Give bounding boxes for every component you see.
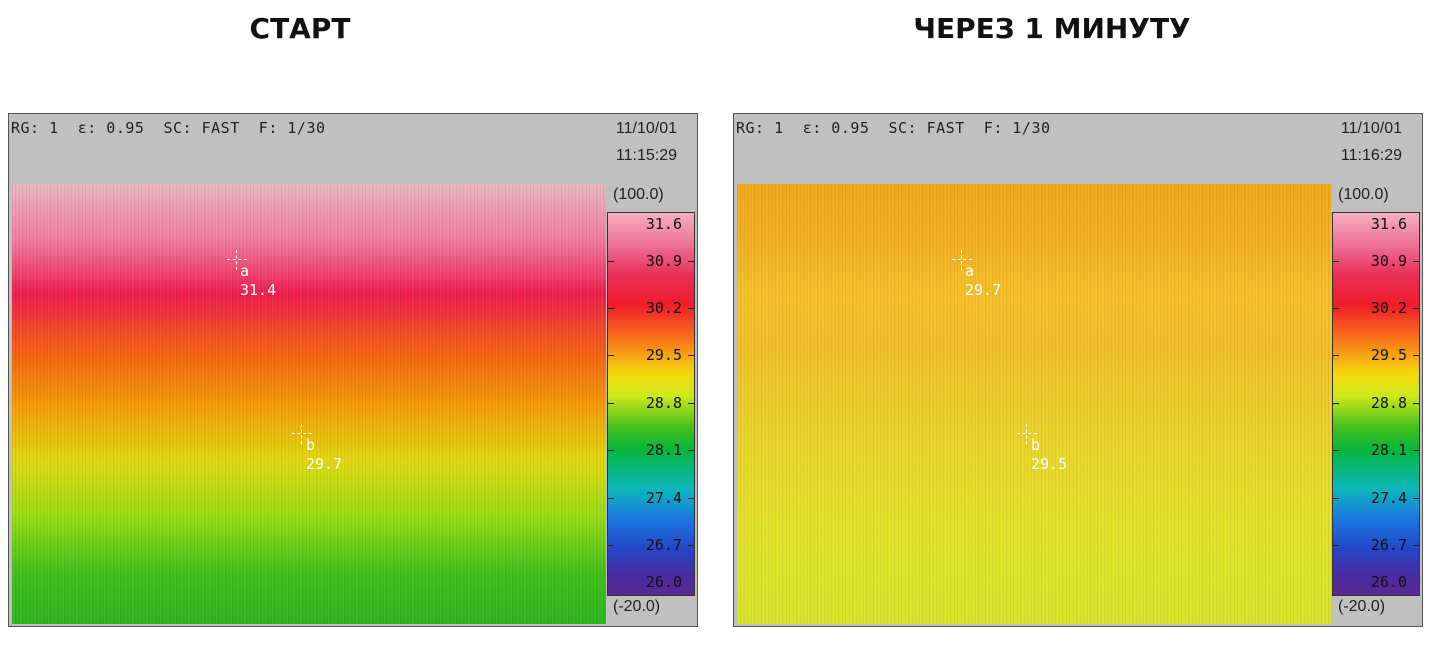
scale-label: 30.9 (1370, 252, 1407, 270)
camera-settings: RG: 1 ε: 0.95 SC: FAST F: 1/30 (736, 119, 1051, 137)
scale-label: 27.4 (1370, 489, 1407, 507)
scale-label: 27.4 (645, 489, 682, 507)
thermal-panel-after-1-minute: RG: 1 ε: 0.95 SC: FAST F: 1/30 11/10/01 … (733, 113, 1423, 627)
marker-a-crosshair (227, 250, 247, 270)
capture-time: 11:15:29 (615, 147, 677, 164)
scale-label: 26.0 (1370, 573, 1407, 591)
range-max: (100.0) (613, 186, 664, 203)
scale-label: 29.5 (1370, 346, 1407, 364)
sensor-stripes (12, 184, 606, 624)
marker-a-label: a (240, 262, 250, 280)
thermal-image: a 31.4 b 29.7 (12, 184, 606, 624)
scale-label: 26.7 (645, 536, 682, 554)
marker-b-label: b (306, 436, 316, 454)
marker-a-value: 31.4 (240, 281, 277, 299)
range-max: (100.0) (1338, 186, 1389, 203)
color-scale-bar: 31.6 30.9 30.2 29.5 28.8 28.1 27.4 26.7 … (1332, 212, 1420, 596)
marker-b-value: 29.5 (1031, 455, 1068, 473)
scale-label: 29.5 (645, 346, 682, 364)
thermal-image: a 29.7 b 29.5 (737, 184, 1331, 624)
marker-a-label: a (965, 262, 975, 280)
camera-settings: RG: 1 ε: 0.95 SC: FAST F: 1/30 (11, 119, 326, 137)
marker-a-value: 29.7 (965, 281, 1002, 299)
sensor-stripes (737, 184, 1331, 624)
caption-after-1-minute: ЧЕРЕЗ 1 МИНУТУ (913, 12, 1191, 45)
temperature-scale: (100.0) 31.6 30.9 30.2 29.5 28.8 28.1 27… (607, 184, 697, 624)
color-scale-bar: 31.6 30.9 30.2 29.5 28.8 28.1 27.4 26.7 … (607, 212, 695, 596)
capture-time: 11:16:29 (1340, 147, 1402, 164)
marker-b-crosshair (1017, 424, 1037, 444)
marker-b-label: b (1031, 436, 1041, 454)
range-min: (-20.0) (1338, 598, 1386, 615)
marker-b-crosshair (292, 424, 312, 444)
marker-b-value: 29.7 (306, 455, 343, 473)
scale-label: 31.6 (1370, 215, 1407, 233)
scale-label: 31.6 (645, 215, 682, 233)
scale-label: 30.2 (645, 299, 682, 317)
range-min: (-20.0) (613, 598, 661, 615)
marker-a-crosshair (952, 250, 972, 270)
capture-date: 11/10/01 (1340, 120, 1402, 137)
scale-label: 28.8 (645, 394, 682, 412)
scale-label: 30.9 (645, 252, 682, 270)
scale-label: 26.7 (1370, 536, 1407, 554)
scale-label: 30.2 (1370, 299, 1407, 317)
scale-label: 26.0 (645, 573, 682, 591)
caption-start: СТАРТ (249, 12, 351, 45)
temperature-scale: (100.0) 31.6 30.9 30.2 29.5 28.8 28.1 27… (1332, 184, 1422, 624)
scale-label: 28.8 (1370, 394, 1407, 412)
scale-label: 28.1 (1370, 441, 1407, 459)
thermal-panel-start: RG: 1 ε: 0.95 SC: FAST F: 1/30 11/10/01 … (8, 113, 698, 627)
scale-label: 28.1 (645, 441, 682, 459)
capture-date: 11/10/01 (615, 120, 677, 137)
